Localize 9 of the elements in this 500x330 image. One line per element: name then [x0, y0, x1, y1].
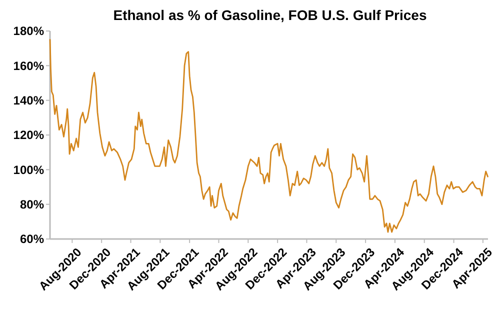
chart-title: Ethanol as % of Gasoline, FOB U.S. Gulf Prices: [113, 7, 427, 23]
y-tick-label: 100%: [13, 162, 44, 177]
y-tick-label: 160%: [13, 58, 44, 73]
y-tick-label: 60%: [20, 232, 44, 246]
line-series: [49, 38, 488, 233]
y-tick-label: 80%: [20, 198, 44, 212]
y-tick-label: 180%: [13, 24, 44, 38]
y-tick-label: 120%: [13, 128, 44, 142]
y-tick-label: 140%: [13, 94, 44, 108]
